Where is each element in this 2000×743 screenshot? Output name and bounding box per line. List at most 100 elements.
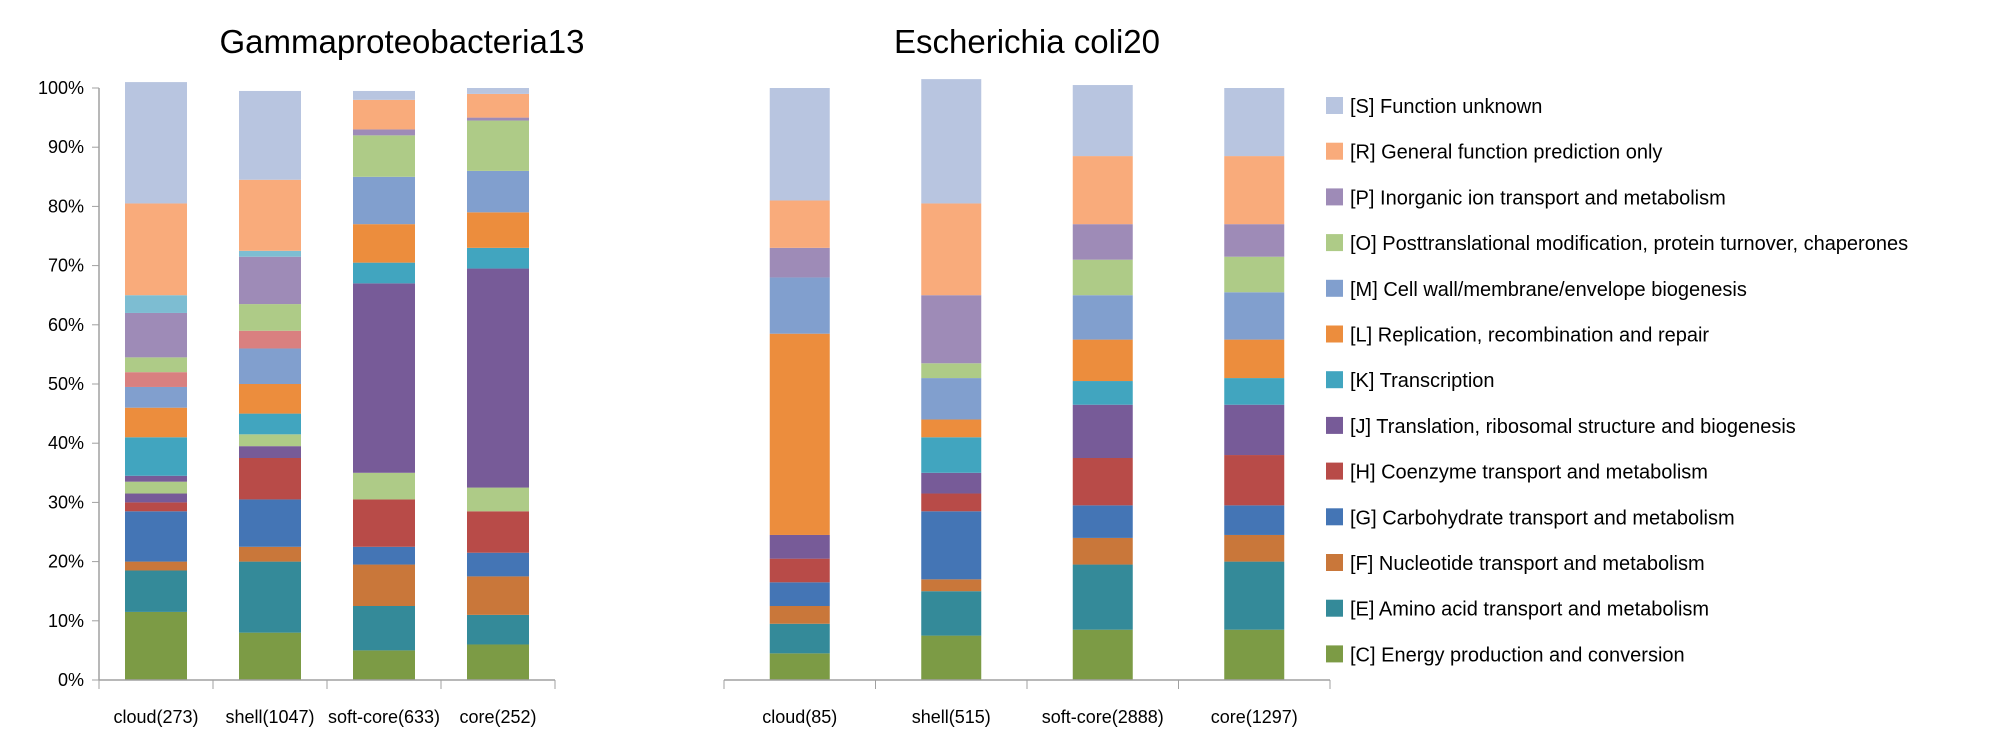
bar-segment [769,200,830,248]
bar-segment [1224,88,1285,157]
bar-segment [1224,455,1285,506]
bar-segment [353,135,415,177]
bar-segment [1072,259,1133,296]
bar-segment [125,437,187,476]
bar-segment [467,614,529,645]
legend-label: [E] Amino acid transport and metabolism [1350,599,1709,621]
bar-segment [769,623,830,654]
bars-gammaproteobacteria [125,82,529,680]
bar-segment [467,170,529,213]
legend: [S] Function unknown [R] General function… [1326,96,1908,666]
bar-segment [1072,564,1133,630]
bar-segment [1224,224,1285,257]
bar-segment [1072,224,1133,260]
legend-label: [O] Posttranslational modification, prot… [1350,233,1908,255]
x-tick-label: soft-core(633) [328,707,440,727]
bar-segment [467,268,529,488]
y-tick-label: 50% [48,374,84,394]
y-tick-label: 20% [48,552,84,572]
y-tick-label: 80% [48,196,84,216]
bar-segment [921,203,982,296]
bar-segment [467,552,529,577]
bar-segment [467,511,529,553]
y-tick-label: 100% [38,78,84,98]
bar-segment [467,212,529,248]
bar-segment [921,579,982,592]
bar-segment [769,333,830,535]
bar-segment [1072,156,1133,225]
bar-segment [1224,256,1285,293]
bar-segment [1072,537,1133,565]
bar-segment [239,330,301,349]
y-tick-label: 0% [58,670,84,690]
x-tick-label: cloud(85) [762,707,837,727]
bar-segment [125,502,187,512]
bar-segment [769,606,830,624]
bar-segment [921,511,982,580]
legend-swatch [1326,645,1343,663]
bar-segment [1224,561,1285,630]
axis-escherichia-coli: cloud(85) shell(515) soft-core(2888) core(1… [723,679,1331,727]
legend-label: [M] Cell wall/membrane/envelope biogenes… [1350,279,1747,301]
x-tick-label: shell(1047) [225,707,314,727]
bar-segment [239,499,301,547]
y-tick-label: 10% [48,611,84,631]
legend-label: [K] Transcription [1350,370,1495,392]
bar-segment [467,576,529,615]
legend-swatch [1326,142,1343,160]
bar-segment [125,203,187,296]
bar-segment [125,372,187,387]
bar-segment [125,561,187,571]
bar-segment [1224,505,1285,535]
legend-label: [C] Energy production and conversion [1350,644,1685,666]
x-tick-label: cloud(273) [113,707,198,727]
panel-escherichia-coli: Escherichia coli20 cloud(85) shell(515) so… [723,23,1331,727]
bar-segment [125,407,187,438]
legend-label: [L] Replication, recombination and repai… [1350,325,1709,347]
bar-segment [921,363,982,379]
bar-segment [921,635,982,680]
y-tick-label: 30% [48,492,84,512]
legend-label: [S] Function unknown [1350,96,1542,118]
x-tick-label: core(252) [459,707,536,727]
bar-segment [1224,534,1285,562]
bar-segment [1072,339,1133,382]
bar-segment [239,304,301,331]
bar-segment [353,176,415,225]
bar-segment [353,90,415,100]
bar-segment [769,534,830,559]
bar-segment [239,458,301,500]
bars-escherichia-coli [769,79,1285,680]
bar-segment [125,357,187,373]
bar-segment [1224,404,1285,456]
bar-segment [353,99,415,130]
bar-segment [239,179,301,251]
y-tick-label: 70% [48,256,84,276]
bar-segment [239,90,301,180]
bar-segment [353,262,415,284]
bar-segment [769,653,830,680]
bar-segment [125,312,187,358]
bar-segment [125,611,187,680]
bar-segment [921,472,982,494]
bar-segment [239,434,301,447]
y-tick-label: 90% [48,137,84,157]
bar-segment [125,475,187,482]
bar-segment [125,386,187,408]
bar-segment [125,493,187,503]
bar-segment [467,120,529,171]
legend-label: [J] Translation, ribosomal structure and… [1350,416,1796,438]
bar-segment [239,256,301,305]
bar-segment [1072,381,1133,405]
bar-segment [467,88,529,94]
chart-title-escherichia-coli: Escherichia coli20 [894,23,1160,60]
legend-label: [R] General function prediction only [1350,142,1662,164]
legend-swatch [1326,462,1343,480]
legend-swatch [1326,554,1343,571]
bar-segment [1072,505,1133,538]
legend-label: [F] Nucleotide transport and metabolism [1350,553,1705,575]
bar-segment [239,632,301,680]
bar-segment [467,247,529,269]
bar-segment [239,348,301,384]
